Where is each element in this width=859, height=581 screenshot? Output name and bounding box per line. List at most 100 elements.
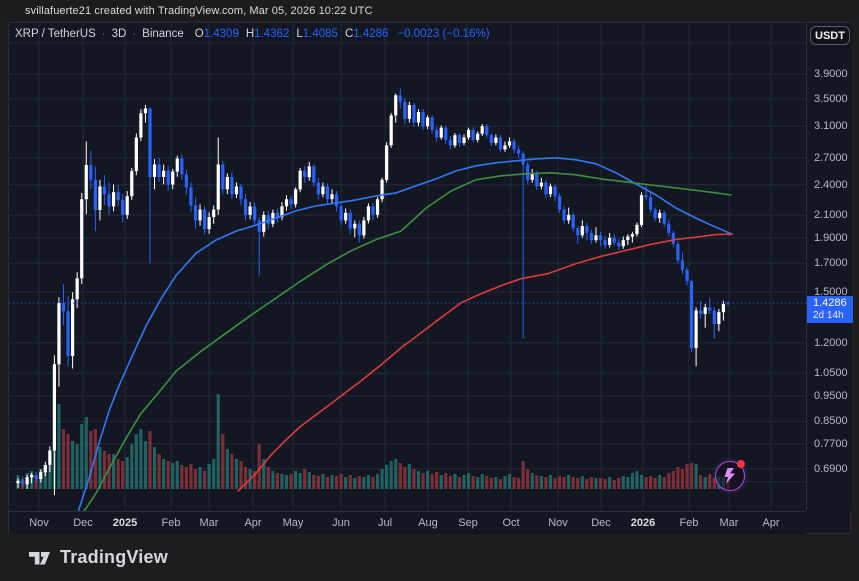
candle-body [280,206,284,218]
ohlc-values: O1.4309 H1.4362 L1.4085 C1.4286 [195,28,389,40]
candle-body [430,117,434,130]
currency-toggle-button[interactable]: USDT [810,26,850,45]
volume-bar [48,459,52,489]
chart-canvas[interactable]: XRP / TetherUS · 3D · Binance O1.4309 H1.… [9,23,806,511]
change-value: −0.0023 (−0.16%) [397,28,490,40]
candle-body [708,307,712,311]
candle-body [184,174,188,188]
time-axis[interactable]: Nov Dec 2025 Feb Mar Apr May Jun Jul Aug Sep Oct Nov… [9,511,806,534]
symbol-name[interactable]: XRP / TetherUS [15,28,96,40]
candle-body [726,302,730,304]
price-scale-label: 0.7700 [814,438,848,450]
candle-body [166,170,170,185]
candle-body [216,164,220,210]
price-axis[interactable]: USDT 1.4286 2d 14h 3.9000 3.5000 3.1000 2.7… [806,23,853,511]
volume-bar [521,461,525,489]
volume-bar [676,467,680,489]
exchange-label[interactable]: Binance [142,28,184,40]
volume-bar [503,476,507,489]
volume-bar [303,469,307,489]
candle-body [526,164,530,180]
symbol-legend[interactable]: XRP / TetherUS · 3D · Binance O1.4309 H1.… [15,28,490,40]
volume-bar [284,475,289,489]
candle-body [84,164,88,200]
candle-body [284,199,289,207]
volume-bar [462,475,466,489]
volume-bar [425,471,430,489]
candle-body [30,474,34,478]
volume-bar [66,434,70,489]
volume-bar [412,469,416,489]
candle-body [71,299,75,357]
candle-body [294,189,298,205]
volume-bar [371,477,375,489]
volume-bar [694,464,698,489]
volume-bar [275,473,280,489]
ma-line-slow-red [237,233,733,492]
volume-bar [535,475,539,489]
volume-bar [366,475,371,489]
volume-bar [198,467,202,489]
candle-body [553,186,557,197]
volume-bar [344,477,348,489]
tradingview-wordmark: TradingView [60,547,168,567]
candle-body [248,206,252,215]
volume-bar [375,474,380,489]
volume-bar [608,477,612,489]
candle-body [712,310,716,325]
candle-body [507,141,512,146]
candle-body [462,137,466,143]
volume-bar [175,461,179,489]
volume-bar [598,478,603,489]
time-scale-label: Jun [332,517,350,529]
time-scale-label: May [282,517,304,529]
interval-label[interactable]: 3D [111,28,127,40]
volume-bar [162,459,166,489]
candle-body [125,196,129,215]
time-scale-label: Apr [244,517,262,529]
candle-body [476,133,480,140]
candle-body [375,199,380,215]
time-scale-label: Feb [161,517,181,529]
candle-body [699,310,703,314]
candle-body [617,242,621,247]
candle-body [489,135,493,143]
volume-bar [148,431,152,489]
volume-bar [75,444,79,489]
candle-body [48,450,52,465]
time-scale-label: Nov [548,517,568,529]
volume-bar [43,467,47,489]
volume-bar [207,464,211,489]
volume-bar [243,467,248,489]
candle-body [93,179,97,210]
volume-bar [385,465,389,489]
volume-bar [202,471,207,489]
candles-layer [16,88,730,496]
candle-body [239,186,243,200]
volume-bar [193,469,198,489]
volume-bar [626,477,630,489]
volume-bar [239,461,243,489]
volume-bar [471,476,475,489]
candle-body [198,209,202,221]
price-chart[interactable] [9,23,806,511]
candle-body [512,141,516,150]
volume-bar [57,404,61,489]
volume-bar [107,454,111,489]
volume-bar [216,394,220,489]
volume-bar [539,476,543,489]
candle-body [266,214,270,224]
volume-bar [639,475,644,489]
volume-bar [325,477,330,489]
candle-body [139,113,143,138]
candle-body [421,112,425,127]
candle-body [57,303,61,365]
volume-bar [134,434,138,489]
volume-bar [435,472,439,489]
candle-body [371,206,375,215]
candle-body [539,182,543,187]
volume-bar [84,417,88,489]
price-scale-label: 3.1000 [814,120,848,132]
candle-body [457,135,462,143]
lightning-button[interactable] [715,460,745,491]
